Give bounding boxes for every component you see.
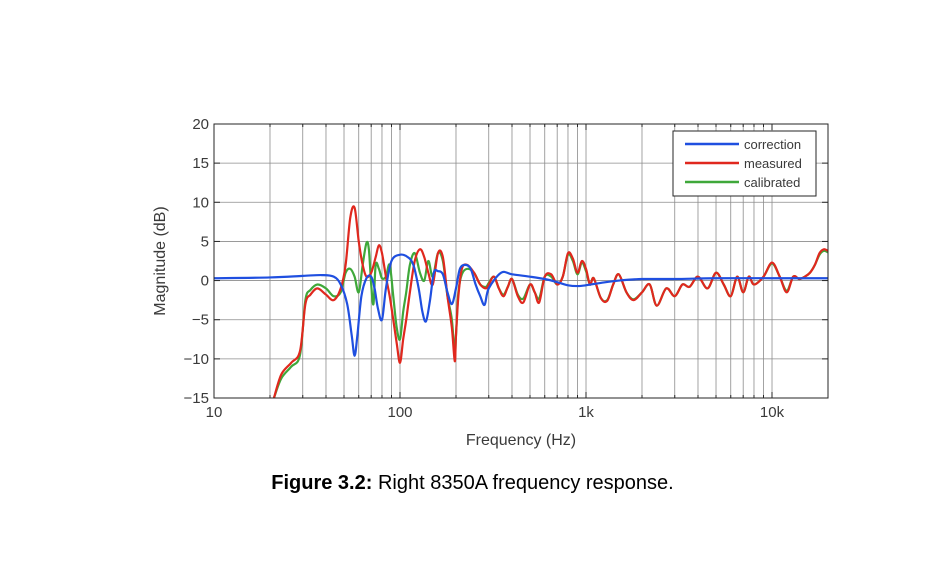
y-tick-label: 5 (201, 233, 209, 250)
y-tick-label: 10 (192, 194, 209, 211)
series-line-correction (214, 253, 828, 357)
x-tick-label: 10k (760, 404, 785, 421)
caption-text: Right 8350A frequency response. (372, 472, 674, 494)
figure-caption: Figure 3.2: Right 8350A frequency respon… (0, 472, 945, 495)
x-tick-label: 100 (387, 404, 412, 421)
legend-label-calibrated: calibrated (744, 175, 800, 190)
legend-label-measured: measured (744, 156, 802, 171)
y-tick-label: 15 (192, 155, 209, 172)
legend-label-correction: correction (744, 137, 801, 152)
legend: correction measured calibrated (672, 130, 817, 197)
caption-label: Figure 3.2: (271, 472, 373, 494)
y-tick-label: −15 (184, 390, 209, 407)
y-axis-title: Magnitude (dB) (152, 206, 169, 315)
x-axis-title: Frequency (Hz) (466, 432, 576, 449)
series-line-measured (272, 205, 828, 398)
ticks: 10 100 1k 10k −15 −10 −5 0 5 10 15 20 (184, 116, 829, 421)
x-tick-label: 1k (578, 404, 594, 421)
y-tick-label: −10 (184, 351, 209, 368)
series-layer (214, 205, 828, 398)
x-tick-label: 10 (206, 404, 223, 421)
y-tick-label: 0 (201, 273, 209, 290)
plot-frame (213, 123, 829, 399)
y-tick-label: 20 (192, 116, 209, 133)
y-tick-label: −5 (192, 312, 209, 329)
